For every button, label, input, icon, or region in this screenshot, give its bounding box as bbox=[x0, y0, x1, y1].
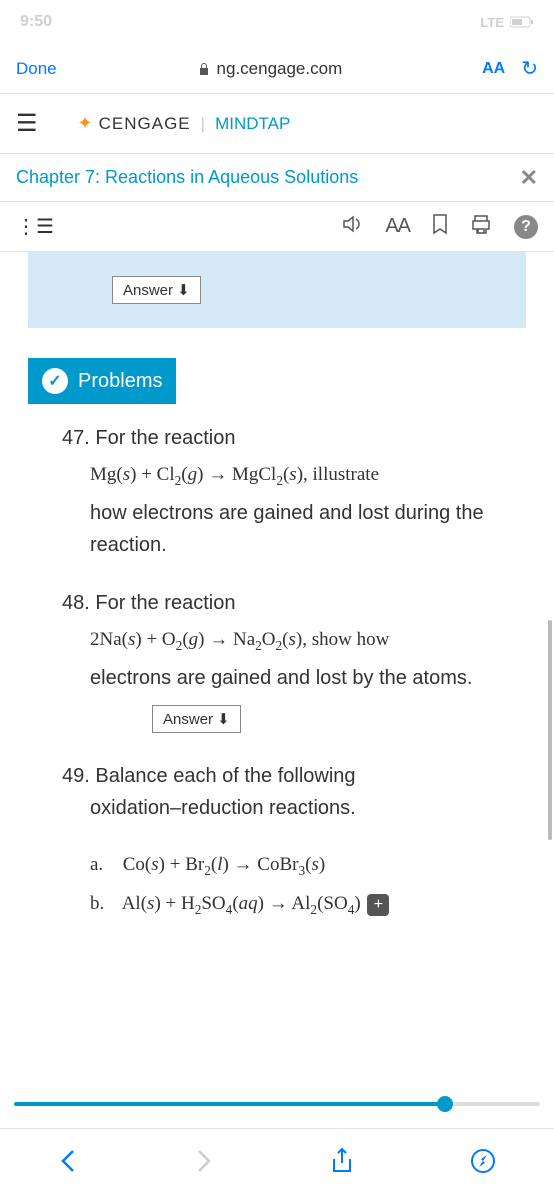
problem-47: 47. For the reaction Mg(s) + Cl2(g) → Mg… bbox=[0, 422, 554, 587]
chapter-title: Chapter 7: Reactions in Aqueous Solution… bbox=[16, 167, 358, 188]
sub-label: a. bbox=[90, 850, 118, 880]
problem-equation: 2Na(s) + O2(g) → Na2O2(s), show how bbox=[62, 625, 504, 656]
url-display[interactable]: ng.cengage.com bbox=[197, 59, 343, 79]
problem-lead: Balance each of the following bbox=[95, 765, 355, 787]
problem-equation: Mg(s) + Cl2(g) → MgCl2(s), illustrate bbox=[62, 460, 504, 491]
print-icon[interactable] bbox=[470, 213, 492, 241]
problem-49: 49. Balance each of the following oxidat… bbox=[0, 760, 554, 954]
app-bar: ☰ ✦ CENGAGE | MINDTAP bbox=[0, 94, 554, 154]
toolbar-left: ⋮☰ bbox=[16, 214, 54, 239]
toolbar: ⋮☰ AA ? bbox=[0, 202, 554, 252]
compass-icon[interactable] bbox=[470, 1148, 496, 1181]
url-text: ng.cengage.com bbox=[217, 59, 343, 79]
problem-48: 48. For the reaction 2Na(s) + O2(g) → Na… bbox=[0, 587, 554, 760]
problem-continuation: oxidation–reduction reactions. bbox=[62, 792, 504, 824]
spark-icon: ✦ bbox=[78, 113, 93, 134]
answer-indent: Answer ⬇ bbox=[62, 702, 504, 734]
sub-equation: Al(s) + H2SO4(aq) → Al2(SO4) bbox=[122, 893, 361, 914]
sub-item-a: a. Co(s) + Br2(l) → CoBr3(s) bbox=[62, 850, 504, 881]
brand-separator: | bbox=[201, 114, 205, 134]
bookmark-icon[interactable] bbox=[432, 213, 448, 241]
forward-icon[interactable] bbox=[194, 1147, 214, 1182]
problem-number: 49. bbox=[62, 765, 90, 787]
problems-header: ✓ Problems bbox=[28, 358, 176, 404]
problems-label: Problems bbox=[78, 370, 162, 393]
browser-bar: Done ng.cengage.com AA ↻ bbox=[0, 44, 554, 94]
font-size-icon[interactable]: AA bbox=[385, 215, 410, 238]
brand-logo[interactable]: ✦ CENGAGE | MINDTAP bbox=[78, 113, 291, 134]
scroll-indicator[interactable] bbox=[548, 620, 552, 840]
share-icon[interactable] bbox=[330, 1147, 354, 1182]
problem-lead: For the reaction bbox=[95, 592, 235, 614]
audio-icon[interactable] bbox=[341, 213, 363, 241]
progress-thumb[interactable] bbox=[437, 1096, 453, 1112]
status-right: LTE bbox=[480, 15, 534, 30]
chapter-bar: Chapter 7: Reactions in Aqueous Solution… bbox=[0, 154, 554, 202]
close-icon[interactable]: ✕ bbox=[520, 165, 538, 191]
bottom-nav bbox=[0, 1128, 554, 1200]
toolbar-right: AA ? bbox=[341, 213, 538, 241]
problem-continuation: how electrons are gained and lost during… bbox=[62, 497, 504, 561]
problem-number: 48. bbox=[62, 592, 90, 614]
progress-track[interactable] bbox=[14, 1102, 540, 1106]
previous-answer-block: Answer ⬇ bbox=[28, 252, 526, 328]
help-icon[interactable]: ? bbox=[514, 215, 538, 239]
content-area: Answer ⬇ ✓ Problems 47. For the reaction… bbox=[0, 252, 554, 1132]
brand-cengage: CENGAGE bbox=[99, 114, 191, 134]
problem-continuation: electrons are gained and lost by the ato… bbox=[62, 662, 504, 694]
answer-button-prev[interactable]: Answer ⬇ bbox=[112, 276, 201, 304]
hamburger-icon[interactable]: ☰ bbox=[16, 109, 38, 138]
answer-button-48[interactable]: Answer ⬇ bbox=[152, 705, 241, 733]
expand-icon[interactable]: + bbox=[367, 894, 389, 916]
check-icon: ✓ bbox=[42, 368, 68, 394]
problem-number: 47. bbox=[62, 427, 90, 449]
sub-label: b. bbox=[90, 889, 118, 919]
brand-mindtap: MINDTAP bbox=[215, 114, 290, 134]
done-button[interactable]: Done bbox=[16, 59, 57, 79]
battery-icon bbox=[510, 16, 534, 28]
lock-icon bbox=[197, 62, 211, 76]
progress-fill bbox=[14, 1102, 445, 1106]
progress-bar bbox=[0, 1094, 554, 1114]
text-size-button[interactable]: AA bbox=[482, 60, 505, 78]
problem-lead: For the reaction bbox=[95, 427, 235, 449]
status-time: 9:50 bbox=[20, 13, 52, 31]
status-bar: 9:50 LTE bbox=[0, 0, 554, 44]
outline-icon[interactable]: ⋮☰ bbox=[16, 214, 54, 239]
back-icon[interactable] bbox=[58, 1147, 78, 1182]
network-label: LTE bbox=[480, 15, 504, 30]
refresh-icon[interactable]: ↻ bbox=[521, 56, 538, 81]
sub-item-b: b. Al(s) + H2SO4(aq) → Al2(SO4) + bbox=[62, 889, 504, 920]
browser-actions: AA ↻ bbox=[482, 56, 538, 81]
sub-equation: Co(s) + Br2(l) → CoBr3(s) bbox=[123, 854, 325, 875]
